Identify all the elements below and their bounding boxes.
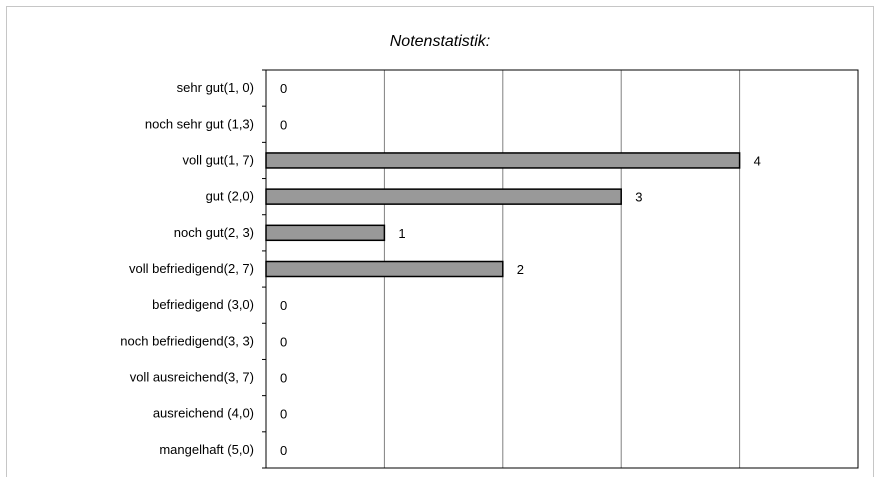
bar: [265, 152, 741, 169]
bar: [265, 188, 622, 205]
data-label: 0: [280, 443, 287, 458]
data-label: 0: [280, 371, 287, 386]
bar: [265, 224, 386, 242]
data-label: 3: [635, 190, 642, 205]
chart-frame: [6, 6, 874, 477]
data-label: 1: [398, 226, 405, 241]
data-label: 0: [280, 81, 287, 96]
category-label: voll ausreichend(3, 7): [130, 370, 254, 385]
bar: [265, 260, 504, 278]
category-label: ausreichend (4,0): [153, 406, 254, 421]
category-label: gut (2,0): [206, 189, 254, 204]
category-label: voll gut(1, 7): [182, 152, 254, 167]
category-label: mangelhaft (5,0): [159, 442, 254, 457]
category-label: noch gut(2, 3): [174, 225, 254, 240]
category-label: voll befriedigend(2, 7): [129, 261, 254, 276]
labels: sehr gut(1, 0) 0 noch sehr gut (1,3) 0 voll …: [120, 80, 761, 458]
category-label: befriedigend (3,0): [152, 297, 254, 312]
category-label: noch sehr gut (1,3): [145, 116, 254, 131]
data-label: 0: [280, 334, 287, 349]
chart-title: Notenstatistik:: [389, 33, 491, 50]
data-label: 0: [280, 117, 287, 132]
data-label: 0: [280, 298, 287, 313]
category-label: sehr gut(1, 0): [177, 80, 254, 95]
category-label: noch befriedigend(3, 3): [120, 333, 254, 348]
data-label: 0: [280, 407, 287, 422]
data-label: 2: [517, 262, 524, 277]
bars: [265, 152, 741, 278]
data-label: 4: [754, 153, 761, 168]
